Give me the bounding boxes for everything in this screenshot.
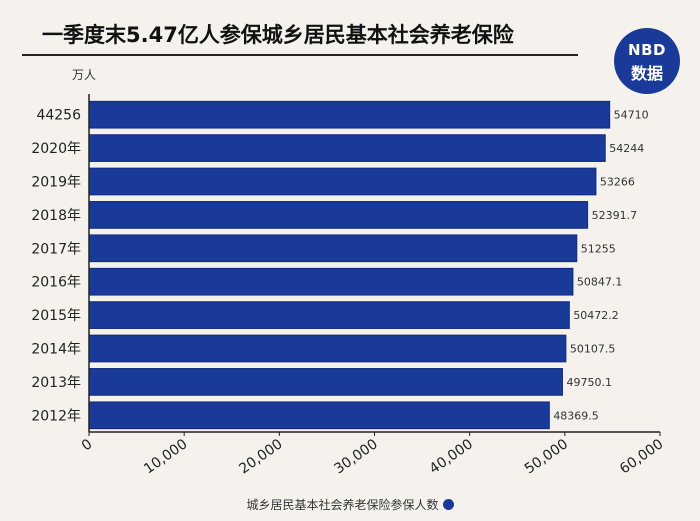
bar-value-label: 48369.5 xyxy=(553,409,599,422)
title-underline xyxy=(22,54,578,56)
bar-value-label: 49750.1 xyxy=(566,376,612,389)
bar-value-label: 50847.1 xyxy=(577,276,623,289)
chart-title: 一季度末5.47亿人参保城乡居民基本社会养老保险 xyxy=(42,23,514,47)
y-tick-label: 2013年 xyxy=(31,375,81,391)
bar xyxy=(88,134,606,162)
logo-text-top: NBD xyxy=(628,41,666,59)
y-tick-label: 2017年 xyxy=(31,241,81,257)
unit-label: 万人 xyxy=(72,68,97,82)
bar xyxy=(88,100,611,129)
x-tick-label: 50,000 xyxy=(522,436,571,477)
bar xyxy=(88,401,550,430)
x-tick-label: 60,000 xyxy=(617,436,666,477)
y-tick-label: 2012年 xyxy=(31,408,81,424)
y-tick-label: 2015年 xyxy=(31,308,81,324)
bar xyxy=(88,368,563,396)
logo-text-bottom: 数据 xyxy=(630,64,663,83)
x-tick-label: 20,000 xyxy=(236,436,285,477)
x-tick-label: 40,000 xyxy=(427,436,476,477)
bar xyxy=(88,234,578,263)
y-tick-label: 44256 xyxy=(36,108,81,124)
bar-value-label: 51255 xyxy=(581,242,616,255)
y-tick-label: 2014年 xyxy=(31,342,81,358)
nbd-logo: NBD 数据 xyxy=(614,28,680,94)
legend-swatch xyxy=(442,499,454,510)
bar-value-label: 53266 xyxy=(600,176,635,189)
x-tick-label: 10,000 xyxy=(141,436,190,477)
legend: 城乡居民基本社会养老保险参保人数 xyxy=(0,496,700,513)
legend-label: 城乡居民基本社会养老保险参保人数 xyxy=(246,498,439,512)
bar-value-label: 54244 xyxy=(609,142,644,155)
bar xyxy=(88,201,589,229)
bar xyxy=(88,301,570,329)
bar-value-label: 54710 xyxy=(614,109,649,122)
bar xyxy=(88,334,567,363)
bar xyxy=(88,267,574,296)
y-tick-label: 2016年 xyxy=(31,275,81,291)
y-tick-label: 2018年 xyxy=(31,208,81,224)
title-bar: 一季度末5.47亿人参保城乡居民基本社会养老保险 xyxy=(22,18,578,56)
bar-value-label: 50107.5 xyxy=(570,343,616,356)
bar-value-label: 52391.7 xyxy=(592,209,638,222)
bar xyxy=(88,167,597,196)
bar-value-label: 50472.2 xyxy=(573,309,619,322)
x-tick-label: 0 xyxy=(79,436,95,454)
y-tick-label: 2020年 xyxy=(31,141,81,157)
y-tick-label: 2019年 xyxy=(31,175,81,191)
x-tick-label: 30,000 xyxy=(331,436,380,477)
